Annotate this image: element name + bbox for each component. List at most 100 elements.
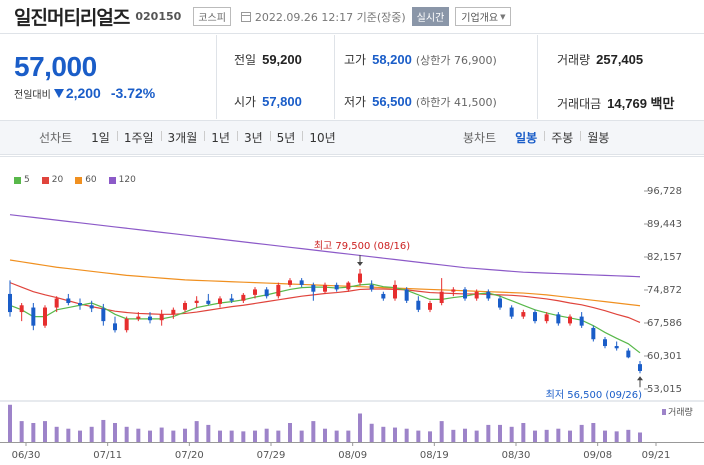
candle-body bbox=[556, 314, 561, 324]
candle-body bbox=[369, 284, 374, 290]
volume-bar bbox=[474, 430, 479, 442]
volume-bar bbox=[416, 430, 421, 442]
volume-bar bbox=[253, 430, 257, 442]
candle-body bbox=[194, 300, 199, 304]
current-price: 57,000 bbox=[14, 51, 97, 82]
range-3m[interactable]: 3개월 bbox=[160, 129, 205, 146]
timestamp: 2022.09.26 12:17 기준(장중) bbox=[254, 10, 406, 24]
x-tick-label: 09/21 bbox=[642, 450, 671, 461]
stat-volume: 거래량 257,405 bbox=[557, 51, 643, 68]
stat-label: 저가 bbox=[344, 95, 367, 109]
volume-bar bbox=[463, 428, 467, 442]
stat-value: 59,200 bbox=[262, 52, 302, 67]
period-monthly[interactable]: 월봉 bbox=[580, 129, 616, 146]
candle-body bbox=[89, 305, 94, 309]
volume-bar bbox=[638, 432, 642, 442]
stat-value: 57,800 bbox=[262, 94, 302, 109]
company-info-button[interactable]: 기업개요 ▼ bbox=[455, 7, 512, 26]
volume-bar bbox=[136, 428, 141, 442]
change-label: 전일대비 bbox=[14, 89, 51, 101]
chart-toolbar: 선차트 1일 1주일 3개월 1년 3년 5년 10년 봉차트 일봉 주봉 월봉 bbox=[0, 120, 704, 155]
range-10y[interactable]: 10년 bbox=[302, 129, 342, 146]
period-daily[interactable]: 일봉 bbox=[515, 131, 538, 145]
stat-value: 14,769 백만 bbox=[607, 96, 675, 111]
candle-body bbox=[393, 284, 397, 299]
volume-bar bbox=[521, 423, 526, 442]
stat-label: 시가 bbox=[234, 95, 257, 109]
volume-bar bbox=[533, 430, 537, 442]
legend-ma60: 60 bbox=[75, 175, 97, 185]
period-weekly[interactable]: 주봉 bbox=[544, 129, 580, 146]
range-3y[interactable]: 3년 bbox=[236, 129, 270, 146]
candle-body bbox=[241, 294, 246, 301]
ma120-line bbox=[9, 214, 641, 278]
legend-ma120: 120 bbox=[108, 175, 136, 185]
volume-legend-swatch bbox=[662, 409, 666, 415]
stock-chart: 5 20 60 120 96,728 89,443 82,157 74,872 67,5… bbox=[0, 156, 704, 465]
stat-value: 56,500 bbox=[372, 94, 412, 109]
volume-bar bbox=[241, 431, 246, 442]
volume-bar bbox=[288, 423, 292, 442]
range-1y[interactable]: 1년 bbox=[204, 129, 237, 146]
candle-body bbox=[288, 280, 292, 285]
stats-divider bbox=[334, 35, 335, 119]
volume-bar bbox=[556, 428, 561, 442]
candle-body bbox=[148, 316, 152, 321]
candle-body bbox=[346, 282, 351, 290]
candle-body bbox=[311, 284, 316, 292]
stat-low: 저가 56,500 (하한가 41,500) bbox=[344, 93, 497, 110]
y-tick-label: 82,157 bbox=[647, 252, 682, 263]
volume-bar bbox=[229, 430, 234, 442]
stat-open: 시가 57,800 bbox=[234, 93, 302, 110]
legend-ma20: 20 bbox=[41, 175, 63, 185]
candle-body bbox=[54, 298, 59, 308]
range-1d[interactable]: 1일 bbox=[91, 131, 110, 145]
current-price-box: 57,000 전일대비 2,200 -3.72% bbox=[0, 35, 217, 119]
legend-label: 120 bbox=[118, 175, 136, 185]
candle-body bbox=[626, 350, 631, 358]
volume-bar bbox=[101, 419, 106, 442]
candle-body bbox=[381, 293, 386, 299]
high-annotation: 최고 79,500 (08/16) bbox=[314, 240, 410, 252]
candle-body bbox=[404, 289, 409, 301]
range-1w[interactable]: 1주일 bbox=[116, 129, 161, 146]
candle-body bbox=[66, 298, 71, 304]
upper-limit: (상한가 76,900) bbox=[415, 54, 497, 67]
realtime-badge[interactable]: 실시간 bbox=[411, 7, 450, 26]
candle-body bbox=[591, 327, 596, 340]
legend-label: 5 bbox=[24, 175, 30, 185]
candle-body bbox=[43, 307, 47, 326]
ma-legend: 5 20 60 120 bbox=[14, 175, 136, 185]
line-chart-label[interactable]: 선차트 bbox=[39, 131, 73, 145]
candle-body bbox=[544, 314, 549, 322]
x-tick-label: 07/11 bbox=[93, 450, 122, 461]
volume-bar bbox=[54, 426, 59, 442]
calendar-icon bbox=[240, 11, 251, 22]
candle-body bbox=[78, 303, 82, 306]
volume-bar bbox=[614, 431, 619, 442]
candle-body bbox=[498, 298, 502, 308]
volume-bar bbox=[171, 430, 176, 442]
candle-body bbox=[521, 312, 526, 317]
candle-chart-label[interactable]: 봉차트 bbox=[463, 131, 497, 145]
legend-ma5: 5 bbox=[14, 175, 30, 185]
volume-bar bbox=[299, 430, 304, 442]
chevron-down-icon: ▼ bbox=[500, 12, 506, 21]
y-tick-label: 60,301 bbox=[647, 351, 682, 362]
stat-label: 전일 bbox=[234, 53, 257, 67]
volume-label: 거래량 bbox=[668, 406, 693, 418]
x-tick-label: 08/09 bbox=[338, 450, 367, 461]
chart-canvas[interactable]: 96,728 89,443 82,157 74,872 67,586 60,301 53,0… bbox=[0, 156, 704, 465]
volume-bar bbox=[148, 430, 152, 442]
volume-bar bbox=[498, 424, 502, 442]
volume-bar bbox=[323, 428, 327, 442]
volume-bar bbox=[451, 429, 456, 442]
x-tick-label: 09/08 bbox=[583, 450, 612, 461]
candle-body bbox=[8, 293, 12, 313]
candle-body bbox=[171, 309, 176, 315]
x-tick-label: 07/20 bbox=[175, 450, 204, 461]
range-5y[interactable]: 5년 bbox=[269, 129, 303, 146]
change-percent: -3.72% bbox=[110, 85, 156, 101]
x-tick-label: 08/19 bbox=[420, 450, 449, 461]
volume-bar bbox=[89, 426, 94, 442]
